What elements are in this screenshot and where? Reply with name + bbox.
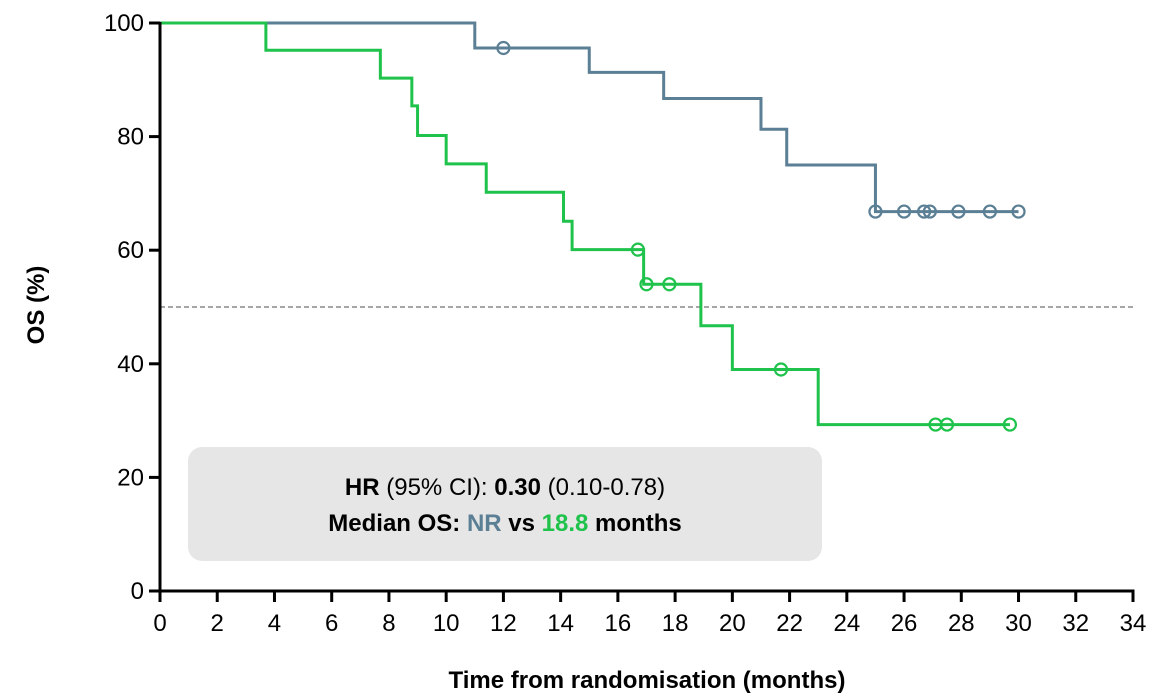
series-0 xyxy=(160,21,1026,219)
series-1-censor-mark xyxy=(773,362,789,377)
series-0-censor-mark xyxy=(982,204,998,219)
x-tick-label: 30 xyxy=(1005,610,1032,637)
hr-range: (0.10-0.78) xyxy=(541,474,665,501)
series-1-censor-mark xyxy=(662,277,677,292)
y-tick-label: 0 xyxy=(131,578,144,605)
y-tick-label: 100 xyxy=(104,10,144,37)
median-label: Median OS: xyxy=(328,510,467,537)
series-0-censor-mark xyxy=(496,40,511,56)
x-tick-label: 26 xyxy=(891,610,918,637)
series-0-censor-mark xyxy=(916,204,932,219)
axes-group: 0 2 4 6 8 10 12 14 16 18 20 22 24 26 28 30 32 34020406080… xyxy=(104,10,1146,637)
hr-label: HR xyxy=(345,474,380,501)
series-0-censor-mark xyxy=(868,204,883,219)
annotation-box xyxy=(188,447,822,561)
x-tick-label: 6 xyxy=(325,610,338,637)
series-0-censor-mark xyxy=(1011,204,1026,219)
median-b-value: 18.8 xyxy=(542,510,589,537)
x-tick-label: 8 xyxy=(382,610,395,637)
series-0-censor-mark xyxy=(922,204,937,219)
series-0-line xyxy=(160,21,1019,214)
series-1-censor-mark xyxy=(939,417,955,432)
series-group xyxy=(160,21,1026,432)
x-tick-label: 10 xyxy=(433,610,460,637)
x-tick-label: 16 xyxy=(605,610,632,637)
x-tick-label: 2 xyxy=(211,610,224,637)
series-1-censor-mark xyxy=(1002,417,1018,432)
median-vs: vs xyxy=(502,510,542,537)
hr-value: 0.30 xyxy=(494,474,541,501)
x-tick-label: 32 xyxy=(1062,610,1089,637)
median-a-value: NR xyxy=(467,510,502,537)
x-tick-label: 14 xyxy=(547,610,574,637)
series-1-censor-mark xyxy=(928,417,943,432)
x-axis-title: Time from randomisation (months) xyxy=(449,667,846,694)
x-tick-label: 24 xyxy=(833,610,860,637)
x-tick-label: 34 xyxy=(1120,610,1147,637)
y-tick-label: 40 xyxy=(117,351,144,378)
y-tick-label: 80 xyxy=(117,124,144,151)
hr-ci-label: (95% CI): xyxy=(380,474,495,501)
y-tick-label: 60 xyxy=(117,237,144,264)
annotation-hr-line: HR (95% CI): 0.30 (0.10-0.78) xyxy=(345,474,665,501)
y-tick-label: 20 xyxy=(117,464,144,491)
series-1-censor-mark xyxy=(630,242,646,257)
annotation-box-group: HR (95% CI): 0.30 (0.10-0.78) Median OS:… xyxy=(188,447,822,561)
series-0-censor-mark xyxy=(896,204,912,219)
series-1-line xyxy=(160,21,1010,427)
series-0-censor-mark xyxy=(951,204,966,219)
x-tick-label: 28 xyxy=(948,610,975,637)
x-tick-label: 12 xyxy=(490,610,517,637)
x-tick-label: 18 xyxy=(662,610,689,637)
x-tick-label: 22 xyxy=(776,610,803,637)
annotation-median-line: Median OS: NR vs 18.8 months xyxy=(328,510,681,537)
x-tick-label: 4 xyxy=(268,610,281,637)
series-1 xyxy=(160,21,1018,432)
series-1-censor-mark xyxy=(639,277,654,292)
y-axis-title: OS (%) xyxy=(23,266,50,345)
x-tick-label: 0 xyxy=(153,610,166,637)
x-tick-label: 20 xyxy=(719,610,746,637)
median-months: months xyxy=(588,510,681,537)
